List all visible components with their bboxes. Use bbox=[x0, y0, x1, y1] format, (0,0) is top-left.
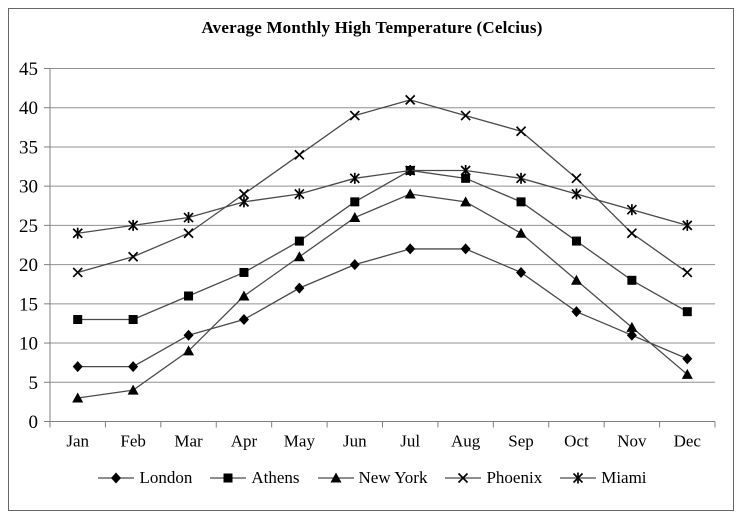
legend-label: New York bbox=[358, 468, 428, 487]
star-marker-icon bbox=[560, 472, 597, 484]
legend-item-phoenix: Phoenix bbox=[444, 468, 542, 488]
chart-frame bbox=[8, 8, 734, 511]
series-phoenix bbox=[72, 94, 693, 278]
series-athens bbox=[73, 165, 692, 325]
legend-item-london: London bbox=[97, 468, 192, 488]
x-tick-label: Apr bbox=[231, 432, 258, 451]
y-tick-label: 30 bbox=[19, 177, 38, 198]
diamond-marker-icon bbox=[98, 472, 135, 484]
legend-label: Miami bbox=[601, 468, 647, 487]
x-tick-label: Sep bbox=[508, 432, 534, 451]
y-tick-label: 20 bbox=[19, 255, 38, 276]
y-tick-label: 15 bbox=[19, 294, 38, 315]
y-tick-label: 45 bbox=[19, 59, 38, 80]
x-tick-label: Feb bbox=[120, 432, 146, 451]
y-tick-label: 5 bbox=[29, 373, 39, 394]
x-tick-label: Dec bbox=[674, 432, 702, 451]
x-marker-icon bbox=[445, 472, 482, 484]
legend-label: London bbox=[139, 468, 193, 487]
x-tick-label: Nov bbox=[617, 432, 647, 451]
square-marker-icon bbox=[210, 473, 247, 483]
legend-label: Athens bbox=[251, 468, 300, 487]
chart-legend: London Athens New York Phoenix Miami bbox=[0, 464, 744, 492]
y-tick-label: 25 bbox=[19, 216, 38, 237]
x-tick-label: May bbox=[284, 432, 316, 451]
y-tick-label: 35 bbox=[19, 137, 38, 158]
gridlines bbox=[50, 68, 715, 383]
triangle-marker-icon bbox=[317, 472, 354, 483]
y-axis-labels: 0 5 10 15 20 25 30 35 40 45 bbox=[19, 59, 38, 433]
x-tick-label: Jun bbox=[343, 432, 367, 451]
x-axis-labels: Jan Feb Mar Apr May Jun Jul Aug Sep Oct Nov Dec bbox=[66, 432, 701, 451]
legend-label: Phoenix bbox=[486, 468, 543, 487]
legend-item-miami: Miami bbox=[559, 468, 647, 488]
x-tick-label: Oct bbox=[564, 432, 589, 451]
x-tick-label: Aug bbox=[451, 432, 481, 451]
legend-item-athens: Athens bbox=[209, 468, 300, 488]
axes bbox=[44, 68, 716, 428]
x-tick-label: Mar bbox=[174, 432, 203, 451]
series-miami bbox=[72, 164, 693, 239]
x-tick-label: Jan bbox=[66, 432, 89, 451]
x-tick-label: Jul bbox=[400, 432, 420, 451]
series-new-york bbox=[72, 188, 693, 403]
y-tick-label: 10 bbox=[19, 334, 38, 355]
y-tick-label: 0 bbox=[29, 412, 39, 433]
legend-item-new-york: New York bbox=[317, 468, 428, 488]
chart-title: Average Monthly High Temperature (Celciu… bbox=[201, 18, 543, 37]
chart-plot: 0 5 10 15 20 25 30 35 40 45 Jan Feb Mar Apr May Jun Jul A… bbox=[19, 59, 716, 451]
y-tick-label: 40 bbox=[19, 98, 38, 119]
series-london bbox=[72, 243, 693, 373]
